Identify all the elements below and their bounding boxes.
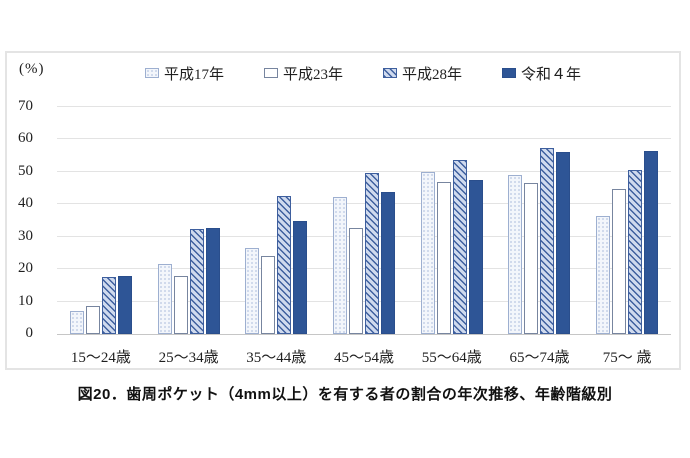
bar-令和４年-35～44歳 [293,221,308,334]
bar-平成17年-45～54歳 [333,197,348,334]
legend-label: 平成17年 [163,66,224,83]
legend-label: 平成23年 [282,66,343,83]
bar-平成28年-35～44歳 [277,195,292,334]
bar-平成28年-15～24歳 [101,276,116,334]
x-axis-labels: 15～24歳 25～34歳 35～44歳 45～54歳 55～64歳 65～74歳 75～ … [57,346,671,367]
gridline-50 [57,170,671,172]
y-tick-40: 40 [18,195,33,212]
legend-swatch-icon [502,68,517,78]
bar-group-75～ 歳 [583,107,671,334]
gridline-20 [57,268,671,270]
bar-group-55～64歳 [408,107,496,334]
legend-item-令和４年: 令和４年 [502,63,581,84]
x-label-45～54歳: 45～54歳 [334,350,395,366]
y-tick-50: 50 [18,162,33,179]
x-label-35～44歳: 35～44歳 [246,350,307,366]
legend-item-平成28年: 平成28年 [383,63,462,84]
bar-平成23年-55～64歳 [436,181,451,334]
gridline-10 [57,300,671,302]
legend: 平成17年 平成23年 平成28年 令和４年 [67,63,659,83]
bar-group-65～74歳 [496,107,584,334]
bar-平成23年-65～74歳 [524,182,539,334]
bar-令和４年-25～34歳 [205,227,220,334]
bar-令和４年-45～54歳 [381,191,396,334]
x-label-25～34歳: 25～34歳 [158,350,219,366]
x-label-55～64歳: 55～64歳 [421,350,482,366]
bar-平成23年-75～ 歳 [612,189,627,334]
bar-平成17年-55～64歳 [420,172,435,334]
bar-平成23年-15～24歳 [85,306,100,334]
y-tick-30: 30 [18,227,33,244]
gridline-60 [57,138,671,140]
bar-group-45～54歳 [320,107,408,334]
bar-group-25～34歳 [145,107,233,334]
gridline-30 [57,235,671,237]
bar-平成23年-45～54歳 [349,227,364,334]
x-label-75～ 歳: 75～ 歳 [602,350,652,366]
x-label-65～74歳: 65～74歳 [509,350,570,366]
gridline-70 [57,106,671,107]
bar-平成17年-75～ 歳 [596,215,611,334]
bar-平成28年-75～ 歳 [628,169,643,334]
bar-令和４年-15～24歳 [117,276,132,334]
y-tick-0: 0 [25,325,34,341]
bar-groups [57,107,671,334]
gridline-40 [57,203,671,205]
bar-令和４年-75～ 歳 [644,151,659,334]
y-axis-tick-labels: 0 10 20 30 40 50 60 70 [7,53,51,368]
bar-group-35～44歳 [232,107,320,334]
x-axis-line [57,334,671,335]
bar-令和４年-65～74歳 [556,152,571,334]
legend-label: 令和４年 [521,66,582,83]
bar-平成17年-15～24歳 [69,310,84,334]
bar-平成17年-25～34歳 [157,263,172,334]
y-tick-20: 20 [18,260,33,277]
bar-平成17年-35～44歳 [245,248,260,334]
legend-item-平成17年: 平成17年 [144,63,224,84]
legend-swatch-icon [263,68,278,78]
bar-group-15～24歳 [57,107,145,334]
bar-平成28年-65～74歳 [540,147,555,334]
bar-平成28年-25～34歳 [189,228,204,334]
y-axis-unit-label: (%) [19,61,45,77]
legend-swatch-icon [383,68,397,78]
chart-panel: (%) 平成17年 平成23年 平成28年 令和４年 0 10 20 30 40 50 60 70 … [5,51,681,370]
legend-item-平成23年: 平成23年 [263,63,343,84]
x-label-15～24歳: 15～24歳 [70,350,131,366]
legend-label: 平成28年 [402,66,463,83]
bar-令和４年-55～64歳 [468,179,483,334]
chart-caption: 図20．歯周ポケット（4mm以上）を有する者の割合の年次推移、年齢階級別 [77,386,613,403]
bar-平成28年-55～64歳 [452,159,467,334]
y-tick-70: 70 [18,98,33,114]
bar-平成28年-45～54歳 [365,173,380,334]
bar-平成23年-35～44歳 [261,256,276,334]
legend-swatch-icon [144,68,159,78]
y-tick-10: 10 [18,292,33,309]
y-tick-60: 60 [18,130,33,147]
plot-area [57,106,671,335]
bar-平成17年-65～74歳 [508,175,523,334]
bar-平成23年-25～34歳 [173,275,188,334]
